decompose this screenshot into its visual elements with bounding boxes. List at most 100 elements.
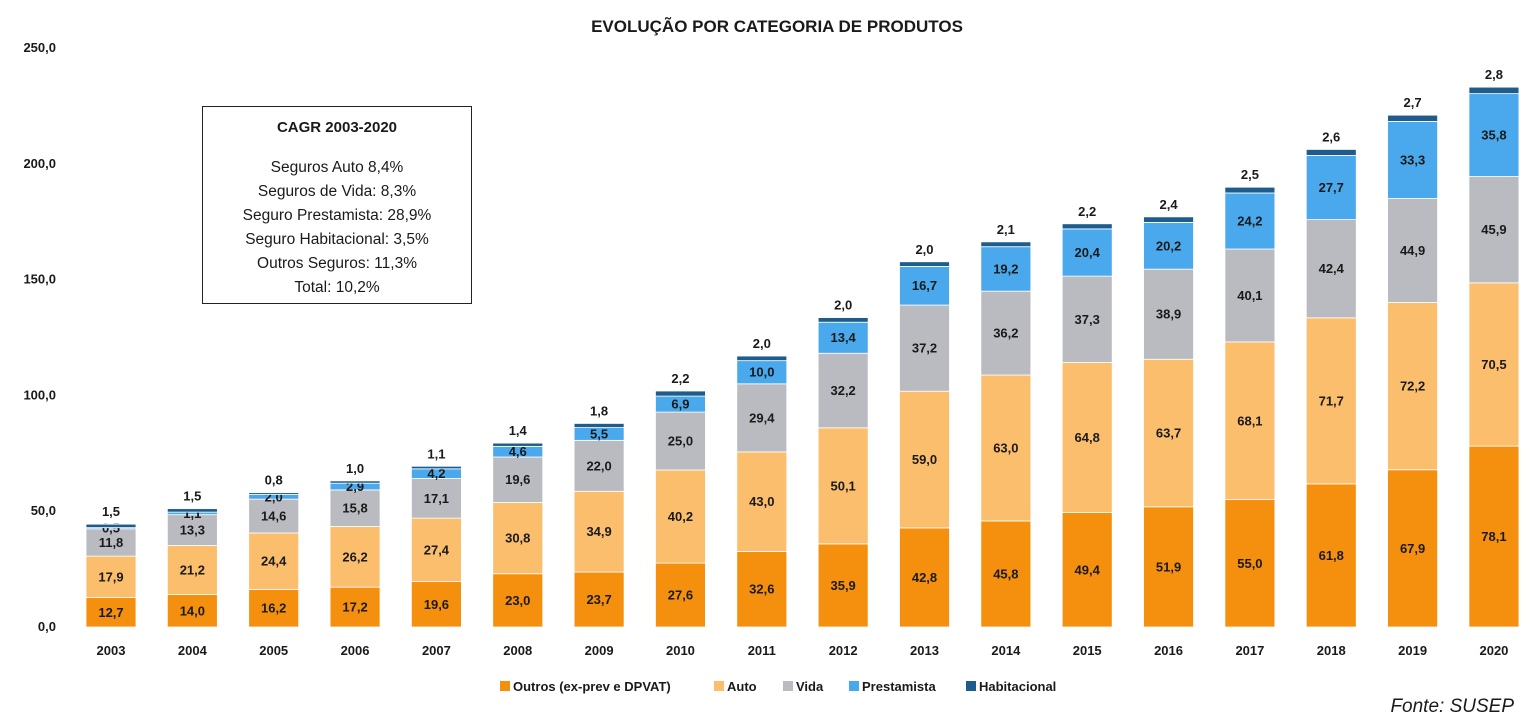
bar-group-2003: 12,7 17,9 11,80,5 1,5 (85, 504, 137, 628)
data-label-prestamista: 10,0 (749, 365, 774, 380)
x-tick-label: 2004 (178, 643, 208, 658)
x-tick-label: 2009 (585, 643, 614, 658)
bar-group-2017: 55,0 68,1 40,1 24,2 2,5 (1224, 167, 1276, 628)
bar-segment-habitacional (1305, 149, 1357, 156)
data-label-habitacional: 1,0 (346, 461, 364, 476)
data-label-habitacional: 1,1 (427, 446, 445, 461)
bar-segment-outros (492, 573, 544, 628)
data-label-outros: 78,1 (1481, 529, 1506, 544)
bar-segment-outros (1468, 445, 1520, 628)
x-tick-label: 2003 (97, 643, 126, 658)
data-label-vida: 22,0 (586, 458, 611, 473)
bar-segment-prestamista (980, 246, 1032, 292)
data-label-habitacional: 2,0 (915, 242, 933, 257)
bar-segment-habitacional (1224, 186, 1276, 194)
bar-segment-vida (655, 411, 706, 471)
data-label-vida: 19,6 (505, 472, 530, 487)
cagr-line-vida: Seguros de Vida: 8,3% (257, 183, 417, 200)
bar-group-2009: 23,7 34,9 22,0 5,5 1,8 (573, 403, 625, 628)
y-tick-label: 50,0 (31, 503, 56, 518)
y-tick-label: 250,0 (23, 40, 56, 55)
data-label-outros: 42,8 (912, 570, 937, 585)
data-label-outros: 49,4 (1075, 562, 1101, 577)
bar-segment-habitacional (573, 423, 625, 428)
bar-segment-outros (899, 527, 950, 628)
data-label-outros: 16,2 (261, 601, 286, 616)
data-label-habitacional: 0,8 (265, 473, 283, 488)
y-tick-label: 200,0 (23, 156, 56, 171)
data-label-outros: 17,2 (342, 600, 367, 615)
cagr-line-outros: Outros Seguros: 11,3% (257, 255, 417, 272)
bar-segment-vida (1143, 268, 1194, 360)
data-label-outros: 27,6 (668, 588, 693, 603)
x-tick-label: 2016 (1154, 643, 1183, 658)
bar-segment-habitacional (1468, 86, 1520, 95)
x-tick-label: 2010 (666, 643, 695, 658)
bar-segment-auto (980, 374, 1032, 522)
data-label-prestamista: 20,2 (1156, 238, 1181, 253)
data-label-outros: 14,0 (180, 603, 205, 618)
cagr-annotation-box: CAGR 2003-2020 Seguros Auto 8,4% Seguros… (202, 106, 472, 304)
bar-segment-auto (166, 545, 218, 595)
data-label-habitacional: 1,5 (102, 504, 120, 519)
data-label-outros: 67,9 (1400, 541, 1425, 556)
data-label-vida: 29,4 (749, 410, 775, 425)
y-axis: 0,0 50,0 100,0 150,0 200,0 250,0 (23, 40, 56, 634)
legend-swatch-auto (714, 681, 724, 691)
bar-group-2005: 16,2 24,4 14,6 2,00,8 (248, 473, 300, 628)
bar-group-2010: 27,6 40,2 25,0 6,9 2,2 (655, 371, 706, 628)
data-label-habitacional: 2,8 (1485, 67, 1503, 82)
data-label-prestamista: 1,1 (183, 506, 201, 521)
data-label-prestamista: 19,2 (993, 261, 1018, 276)
x-tick-label: 2012 (829, 643, 858, 658)
bar-group-2012: 35,9 50,1 32,2 13,4 2,0 (817, 298, 869, 628)
data-label-prestamista: 5,5 (590, 426, 608, 441)
data-label-prestamista: 27,7 (1319, 180, 1344, 195)
bar-segment-vida (492, 456, 544, 503)
bar-segment-prestamista (1061, 228, 1113, 277)
bar-segment-vida (1387, 198, 1438, 303)
data-label-outros: 51,9 (1156, 559, 1181, 574)
x-tick-label: 2006 (341, 643, 370, 658)
bar-segment-outros (573, 571, 625, 628)
x-tick-label: 2005 (259, 643, 288, 658)
bar-segment-outros (1224, 499, 1276, 628)
data-label-auto: 63,7 (1156, 426, 1181, 441)
data-label-auto: 59,0 (912, 452, 937, 467)
legend-label-prestamista: Prestamista (862, 679, 936, 694)
data-label-prestamista: 0,5 (102, 521, 120, 536)
bar-group-2014: 45,8 63,0 36,2 19,2 2,1 (980, 222, 1032, 628)
data-label-auto: 26,2 (342, 549, 367, 564)
bar-segment-outros (655, 562, 706, 628)
bar-segment-habitacional (736, 355, 788, 362)
data-label-habitacional: 2,2 (671, 371, 689, 386)
bar-segment-habitacional (492, 442, 544, 447)
data-label-habitacional: 1,5 (183, 489, 201, 504)
data-label-prestamista: 24,2 (1237, 214, 1262, 229)
data-label-auto: 63,0 (993, 440, 1018, 455)
bar-segment-habitacional (329, 480, 381, 484)
data-label-habitacional: 2,0 (834, 298, 852, 313)
bar-segment-prestamista (899, 265, 950, 306)
bar-segment-auto (1468, 282, 1520, 447)
data-label-auto: 68,1 (1237, 413, 1262, 428)
x-tick-label: 2015 (1073, 643, 1102, 658)
legend-swatch-prestamista (849, 681, 859, 691)
cagr-line-habitacional: Seguro Habitacional: 3,5% (245, 231, 429, 248)
bar-segment-vida (1224, 248, 1276, 343)
bar-segment-auto (1224, 341, 1276, 501)
bar-group-2006: 17,226,215,82,91,0 (329, 461, 381, 628)
data-label-outros: 61,8 (1319, 548, 1344, 563)
bar-segment-auto (573, 490, 625, 573)
bar-segment-vida (736, 383, 788, 453)
data-label-habitacional: 2,6 (1322, 129, 1340, 144)
data-label-vida: 11,8 (99, 535, 124, 550)
x-tick-label: 2018 (1317, 643, 1346, 658)
bar-group-2015: 49,4 64,8 37,3 20,4 2,2 (1061, 204, 1113, 628)
data-label-prestamista: 4,6 (509, 444, 527, 459)
y-tick-label: 100,0 (23, 387, 56, 402)
data-label-auto: 30,8 (505, 531, 530, 546)
bar-segment-outros (1143, 506, 1194, 628)
data-label-vida: 32,2 (830, 383, 855, 398)
data-label-vida: 42,4 (1319, 261, 1345, 276)
